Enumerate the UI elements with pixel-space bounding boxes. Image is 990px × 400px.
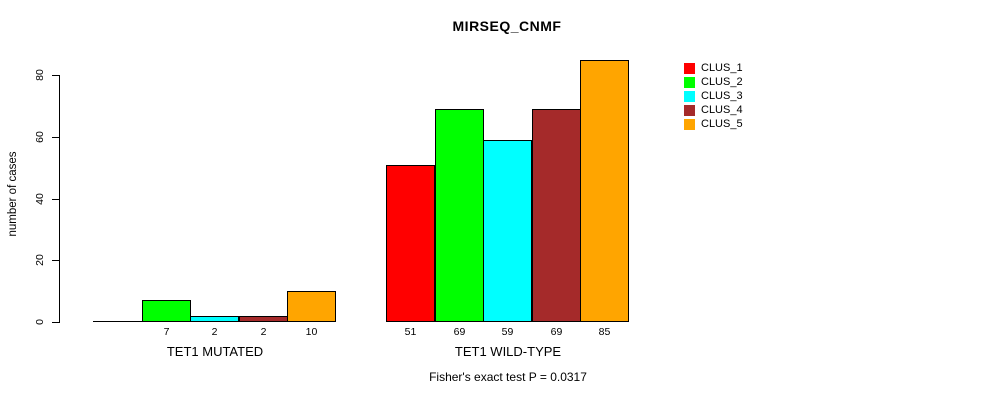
legend-swatch-CLUS_4 — [684, 104, 695, 116]
y-tick-60 — [52, 137, 59, 138]
legend-item-CLUS_3: CLUS_3 — [684, 89, 743, 103]
y-tick-label-60: 60 — [34, 131, 46, 143]
y-tick-label-0: 0 — [34, 319, 46, 325]
group-label-1: TET1 MUTATED — [166, 344, 264, 359]
bar-CLUS_5-group2 — [580, 60, 629, 322]
legend-item-CLUS_4: CLUS_4 — [684, 103, 743, 117]
bar-value-label: 85 — [598, 326, 611, 338]
y-tick-20 — [52, 260, 59, 261]
y-axis-label: number of cases — [7, 151, 19, 237]
bar-CLUS_3-group1 — [190, 316, 239, 322]
bar-value-label: 69 — [550, 326, 563, 338]
legend-swatch-CLUS_5 — [684, 118, 695, 130]
bar-value-label: 51 — [404, 326, 417, 338]
y-axis-line — [59, 75, 60, 323]
bar-CLUS_4-group1 — [239, 316, 288, 322]
legend-label: CLUS_2 — [701, 76, 743, 88]
y-tick-40 — [52, 199, 59, 200]
bar-CLUS_2-group2 — [435, 109, 484, 322]
bar-CLUS_1-group2 — [386, 165, 435, 322]
bar-CLUS_2-group1 — [142, 300, 191, 322]
y-tick-label-40: 40 — [34, 193, 46, 205]
bar-value-label: 2 — [211, 326, 218, 338]
legend-label: CLUS_5 — [701, 118, 743, 130]
legend-swatch-CLUS_1 — [684, 62, 695, 74]
group-label-2: TET1 WILD-TYPE — [454, 344, 562, 359]
y-tick-label-20: 20 — [34, 254, 46, 266]
legend-item-CLUS_5: CLUS_5 — [684, 117, 743, 131]
footer-caption: Fisher's exact test P = 0.0317 — [429, 370, 587, 384]
bar-CLUS_1-group1 — [93, 321, 142, 322]
legend-item-CLUS_1: CLUS_1 — [684, 61, 743, 75]
y-tick-0 — [52, 322, 59, 323]
bar-value-label: 10 — [305, 326, 318, 338]
legend-swatch-CLUS_2 — [684, 76, 695, 88]
legend-label: CLUS_3 — [701, 90, 743, 102]
bar-CLUS_4-group2 — [532, 109, 581, 322]
bar-value-label: 7 — [163, 326, 170, 338]
y-tick-label-80: 80 — [34, 69, 46, 81]
bar-value-label: 69 — [453, 326, 466, 338]
legend: CLUS_1 CLUS_2 CLUS_3 CLUS_4 CLUS_5 — [684, 61, 743, 131]
bar-CLUS_5-group1 — [287, 291, 336, 322]
bar-value-label: 2 — [260, 326, 267, 338]
legend-item-CLUS_2: CLUS_2 — [684, 75, 743, 89]
bar-value-label: 59 — [501, 326, 514, 338]
legend-label: CLUS_4 — [701, 104, 743, 116]
bar-CLUS_3-group2 — [483, 140, 532, 322]
chart-title: MIRSEQ_CNMF — [452, 18, 562, 34]
legend-label: CLUS_1 — [701, 62, 743, 74]
y-tick-80 — [52, 75, 59, 76]
legend-swatch-CLUS_3 — [684, 90, 695, 102]
